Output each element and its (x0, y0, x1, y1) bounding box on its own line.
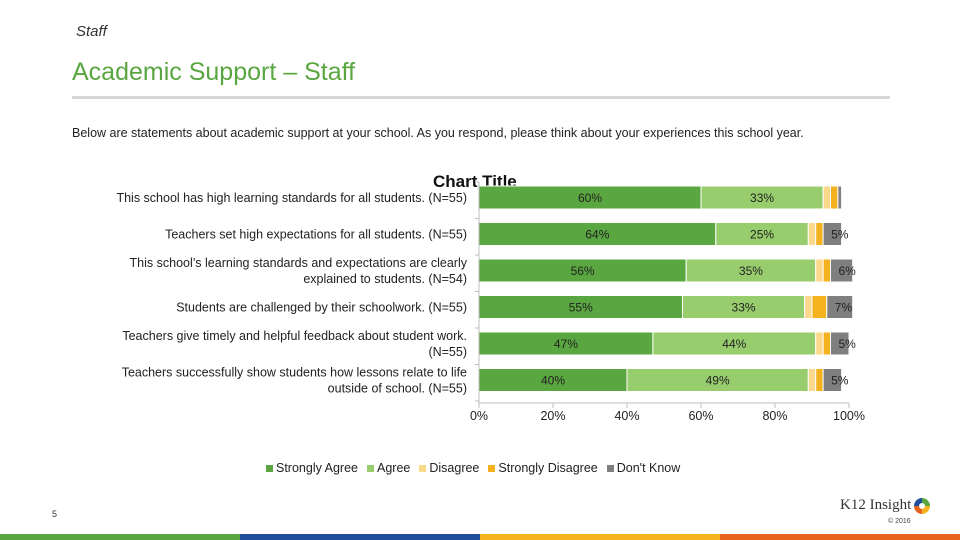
legend-swatch (266, 464, 273, 472)
intro-text: Below are statements about academic supp… (72, 126, 804, 140)
bar-segment (830, 185, 839, 210)
bar-segment (826, 295, 854, 319)
bar-segment (822, 368, 843, 392)
data-label: 5% (831, 374, 849, 388)
bar-segment (822, 222, 843, 246)
legend-swatch (488, 464, 496, 472)
bar-segment (830, 331, 850, 356)
title-divider (72, 96, 890, 99)
data-label: 44% (722, 337, 746, 351)
category-label: Teachers successfully show students how … (122, 366, 467, 380)
x-tick-label: 0% (470, 409, 488, 423)
category-label: Students are challenged by their schoolw… (176, 301, 467, 315)
stacked-bar-chart: 60% 33% This school has high learning stan… (116, 181, 865, 423)
x-tick-label: 40% (614, 409, 639, 423)
category-label: Teachers set high expectations for all s… (165, 228, 467, 242)
data-label: 40% (541, 374, 565, 388)
company-logo: K12 Insight (840, 497, 931, 514)
bar-segment (822, 258, 831, 283)
slide-title: Academic Support – Staff (72, 58, 356, 86)
data-label: 5% (831, 228, 849, 242)
legend-item: Don't Know (606, 461, 681, 475)
chart-legend: Strongly Agree Agree Disagree Strongly Disa… (266, 461, 680, 475)
data-label: 56% (571, 264, 595, 278)
data-label: 25% (750, 228, 774, 242)
legend-label: Disagree (429, 461, 480, 475)
legend-swatch (606, 464, 614, 472)
footer-stripe-segment (240, 534, 480, 540)
data-label: 60% (578, 191, 602, 205)
bar-segment (811, 295, 828, 319)
x-tick-label: 80% (762, 409, 787, 423)
legend-label: Don't Know (616, 461, 681, 475)
bar-segment (807, 368, 817, 392)
page-number: 5 (52, 509, 58, 519)
data-label: 49% (706, 374, 730, 388)
x-tick-label: 20% (540, 409, 565, 423)
data-label: 33% (750, 191, 774, 205)
category-label: Teachers give timely and helpful feedbac… (122, 329, 467, 343)
bar-segment (804, 295, 813, 319)
legend-item: Agree (367, 461, 410, 475)
footer-stripe-segment (0, 534, 240, 540)
legend-swatch (367, 464, 374, 472)
bar-segment (830, 258, 854, 283)
bar-segment (815, 368, 824, 392)
data-label: 64% (585, 228, 609, 242)
data-label: 5% (839, 337, 857, 351)
category-label: This school has high learning standards … (116, 191, 467, 205)
legend-item: Strongly Disagree (488, 461, 598, 475)
legend-label: Agree (377, 461, 411, 475)
legend-item: Strongly Agree (266, 461, 358, 475)
bar-segment (815, 222, 824, 246)
legend-swatch (419, 464, 427, 472)
bar-segment (807, 222, 817, 246)
data-label: 35% (739, 264, 763, 278)
legend-label: Strongly Disagree (498, 461, 598, 475)
x-tick-label: 100% (833, 409, 865, 423)
legend-label: Strongly Agree (276, 461, 358, 475)
bar-segment (837, 185, 843, 210)
logo-pinwheel-icon (914, 497, 931, 514)
footer-color-stripe (0, 534, 960, 540)
data-label: 7% (835, 301, 853, 315)
category-label: explained to students. (N=54) (303, 272, 467, 286)
legend-item: Disagree (419, 461, 479, 475)
bar-segment (815, 331, 824, 356)
category-label: This school’s learning standards and exp… (130, 256, 468, 270)
bar-segment (822, 185, 831, 210)
footer-stripe-segment (720, 534, 960, 540)
data-label: 47% (554, 337, 578, 351)
logo-text: K12 Insight (840, 497, 912, 513)
bar-segment (822, 331, 831, 356)
data-label: 55% (569, 301, 593, 315)
copyright-notice: © 2016 (888, 518, 911, 525)
data-label: 33% (732, 301, 756, 315)
footer-stripe-segment (480, 534, 720, 540)
section-kicker: Staff (76, 23, 107, 40)
category-label: (N=55) (428, 345, 467, 359)
x-tick-label: 60% (688, 409, 713, 423)
data-label: 6% (839, 264, 857, 278)
bar-segment (815, 258, 824, 283)
category-label: outside of school. (N=55) (328, 382, 467, 396)
